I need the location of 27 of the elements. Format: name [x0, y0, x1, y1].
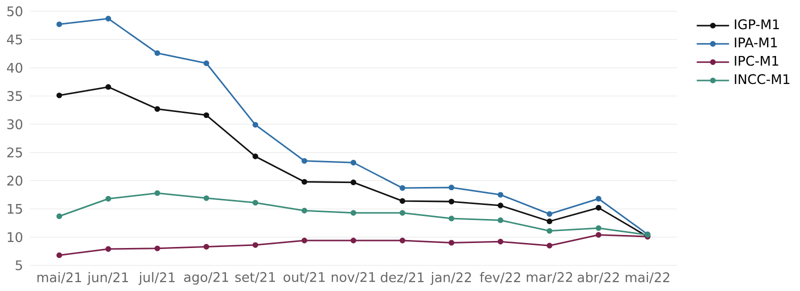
y-tick-label: 20	[7, 176, 22, 186]
legend-label: IGP-M1	[734, 19, 779, 30]
x-tick-label: out/21	[284, 272, 325, 284]
y-tick-label: 5	[16, 260, 22, 270]
x-tick-label: nov/21	[332, 272, 376, 284]
legend-label: IPC-M1	[734, 56, 778, 66]
x-tick-label: mai/22	[626, 272, 670, 284]
x-tick-label: fev/22	[480, 272, 520, 284]
x-tick-label: abr/22	[578, 272, 619, 284]
legend-label: IPA-M1	[734, 38, 777, 48]
y-tick-label: 25	[7, 147, 22, 158]
x-tick-label: ago/21	[184, 272, 228, 285]
x-tick-label: jun/21	[87, 272, 128, 285]
y-tick-label: 40	[6, 62, 22, 73]
y-tick-label: 35	[7, 90, 22, 101]
x-tick-label: jul/21	[138, 272, 175, 285]
legend-label: INCC-M1	[734, 74, 790, 84]
y-tick-label: 50	[7, 6, 22, 16]
x-tick-label: dez/21	[380, 272, 424, 284]
y-tick-label: 45	[6, 34, 22, 44]
y-tick-label: 10	[8, 232, 22, 242]
y-tick-label: 15	[8, 204, 22, 214]
x-tick-label: set/21	[235, 272, 275, 284]
y-tick-label: 30	[7, 119, 22, 130]
x-tick-label: jan/22	[430, 272, 471, 285]
x-tick-label: mar/22	[526, 272, 572, 284]
x-tick-label: mai/21	[37, 272, 82, 284]
